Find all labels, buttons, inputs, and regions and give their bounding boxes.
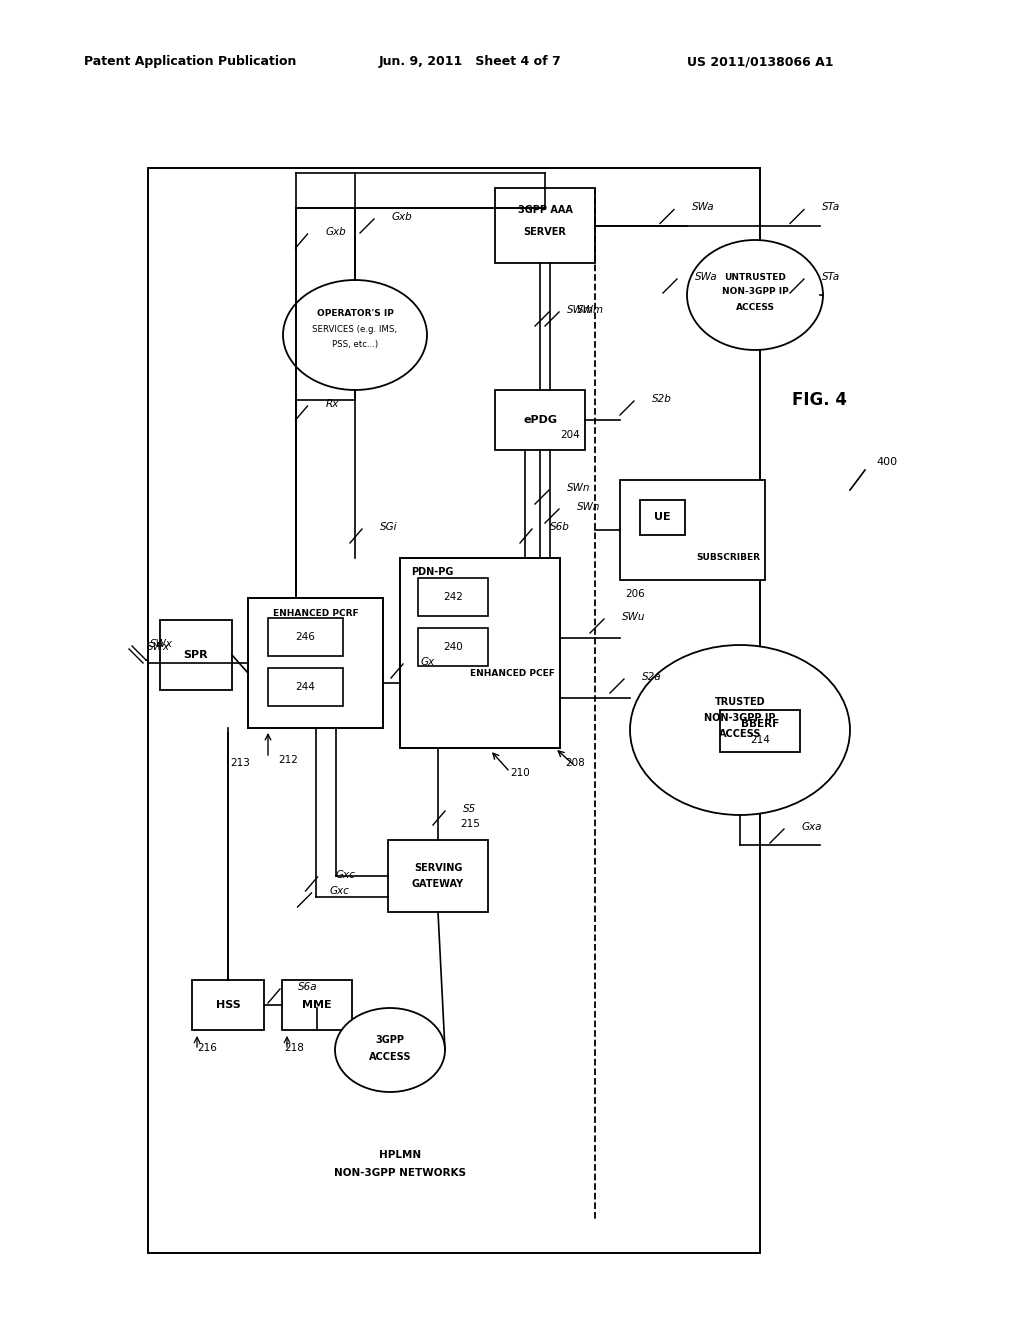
Text: NON-3GPP IP: NON-3GPP IP bbox=[722, 288, 788, 297]
Text: 215: 215 bbox=[460, 818, 480, 829]
Text: Gx: Gx bbox=[421, 657, 435, 667]
Text: BBERF: BBERF bbox=[741, 719, 779, 729]
Text: UE: UE bbox=[654, 512, 671, 523]
Text: OPERATOR'S IP: OPERATOR'S IP bbox=[316, 309, 393, 318]
Text: SERVICES (e.g. IMS,: SERVICES (e.g. IMS, bbox=[312, 325, 397, 334]
Ellipse shape bbox=[283, 280, 427, 389]
Text: STa: STa bbox=[822, 272, 841, 282]
Bar bbox=[400, 558, 560, 748]
Text: 240: 240 bbox=[443, 642, 463, 652]
Text: SWx: SWx bbox=[150, 639, 173, 649]
Bar bbox=[148, 168, 760, 1253]
Text: SWm: SWm bbox=[567, 305, 594, 315]
Bar bbox=[495, 389, 585, 450]
Text: FIG. 4: FIG. 4 bbox=[793, 391, 848, 409]
Bar bbox=[720, 710, 800, 752]
Text: 212: 212 bbox=[278, 755, 298, 766]
Bar bbox=[388, 840, 488, 912]
Text: ACCESS: ACCESS bbox=[719, 729, 761, 739]
Bar bbox=[620, 480, 765, 579]
Text: S5: S5 bbox=[463, 804, 476, 814]
Text: Jun. 9, 2011   Sheet 4 of 7: Jun. 9, 2011 Sheet 4 of 7 bbox=[379, 55, 561, 69]
Text: SWn: SWn bbox=[567, 483, 591, 492]
Text: SERVER: SERVER bbox=[523, 227, 566, 238]
Text: Gxc: Gxc bbox=[336, 870, 355, 880]
Text: ENHANCED PCRF: ENHANCED PCRF bbox=[272, 610, 358, 619]
Text: ePDG: ePDG bbox=[523, 414, 557, 425]
Text: Gxa: Gxa bbox=[802, 822, 822, 832]
Text: SWn: SWn bbox=[577, 502, 600, 512]
Text: 242: 242 bbox=[443, 591, 463, 602]
Text: ENHANCED PCEF: ENHANCED PCEF bbox=[470, 668, 555, 677]
Text: 213: 213 bbox=[230, 758, 250, 768]
Text: 210: 210 bbox=[510, 768, 529, 777]
Text: SPR: SPR bbox=[183, 649, 208, 660]
Text: UNTRUSTED: UNTRUSTED bbox=[724, 272, 786, 281]
Text: 246: 246 bbox=[296, 632, 315, 642]
Bar bbox=[248, 598, 383, 729]
Text: Patent Application Publication: Patent Application Publication bbox=[84, 55, 296, 69]
Bar bbox=[418, 578, 488, 616]
Text: STa: STa bbox=[822, 202, 841, 213]
Text: SUBSCRIBER: SUBSCRIBER bbox=[696, 553, 760, 562]
Text: Gxb: Gxb bbox=[326, 227, 346, 238]
Text: SWa: SWa bbox=[692, 202, 715, 213]
Text: MME: MME bbox=[302, 1001, 332, 1010]
Text: 244: 244 bbox=[296, 682, 315, 692]
Text: S6b: S6b bbox=[550, 521, 570, 532]
Text: Gxb: Gxb bbox=[392, 213, 413, 222]
Text: US 2011/0138066 A1: US 2011/0138066 A1 bbox=[687, 55, 834, 69]
Bar bbox=[193, 979, 264, 1030]
Text: SWx: SWx bbox=[147, 642, 170, 652]
Text: ACCESS: ACCESS bbox=[369, 1052, 412, 1063]
Text: 400: 400 bbox=[876, 457, 897, 467]
Text: SERVING: SERVING bbox=[414, 863, 462, 873]
Text: NON-3GPP IP: NON-3GPP IP bbox=[705, 713, 776, 723]
Text: HSS: HSS bbox=[216, 1001, 241, 1010]
Bar bbox=[268, 668, 343, 706]
Text: 216: 216 bbox=[197, 1043, 217, 1053]
Text: GATEWAY: GATEWAY bbox=[412, 879, 464, 888]
Text: NON-3GPP NETWORKS: NON-3GPP NETWORKS bbox=[334, 1168, 466, 1177]
Text: SWa: SWa bbox=[695, 272, 718, 282]
Ellipse shape bbox=[687, 240, 823, 350]
Text: 214: 214 bbox=[750, 735, 770, 744]
Text: PDN-PG: PDN-PG bbox=[411, 568, 454, 577]
Text: Rx: Rx bbox=[326, 399, 339, 409]
Text: TRUSTED: TRUSTED bbox=[715, 697, 765, 708]
Text: S2a: S2a bbox=[642, 672, 662, 682]
Text: 3GPP AAA: 3GPP AAA bbox=[517, 205, 572, 215]
Bar bbox=[160, 620, 232, 690]
Text: 206: 206 bbox=[625, 589, 645, 599]
Ellipse shape bbox=[335, 1008, 445, 1092]
Text: SGi: SGi bbox=[380, 521, 397, 532]
Bar bbox=[418, 628, 488, 667]
Bar bbox=[495, 187, 595, 263]
Text: 3GPP: 3GPP bbox=[376, 1035, 404, 1045]
Ellipse shape bbox=[630, 645, 850, 814]
Text: PSS, etc...): PSS, etc...) bbox=[332, 341, 378, 350]
Text: 218: 218 bbox=[284, 1043, 304, 1053]
Bar bbox=[268, 618, 343, 656]
Text: 208: 208 bbox=[565, 758, 585, 768]
Bar bbox=[640, 500, 685, 535]
Text: 204: 204 bbox=[560, 430, 580, 440]
Text: SWm: SWm bbox=[577, 305, 604, 315]
Text: SWu: SWu bbox=[622, 612, 645, 622]
Text: HPLMN: HPLMN bbox=[379, 1150, 421, 1160]
Text: ACCESS: ACCESS bbox=[735, 302, 774, 312]
Text: Gxc: Gxc bbox=[330, 886, 349, 896]
Bar bbox=[282, 979, 352, 1030]
Text: S6a: S6a bbox=[298, 982, 317, 993]
Text: S2b: S2b bbox=[652, 393, 672, 404]
